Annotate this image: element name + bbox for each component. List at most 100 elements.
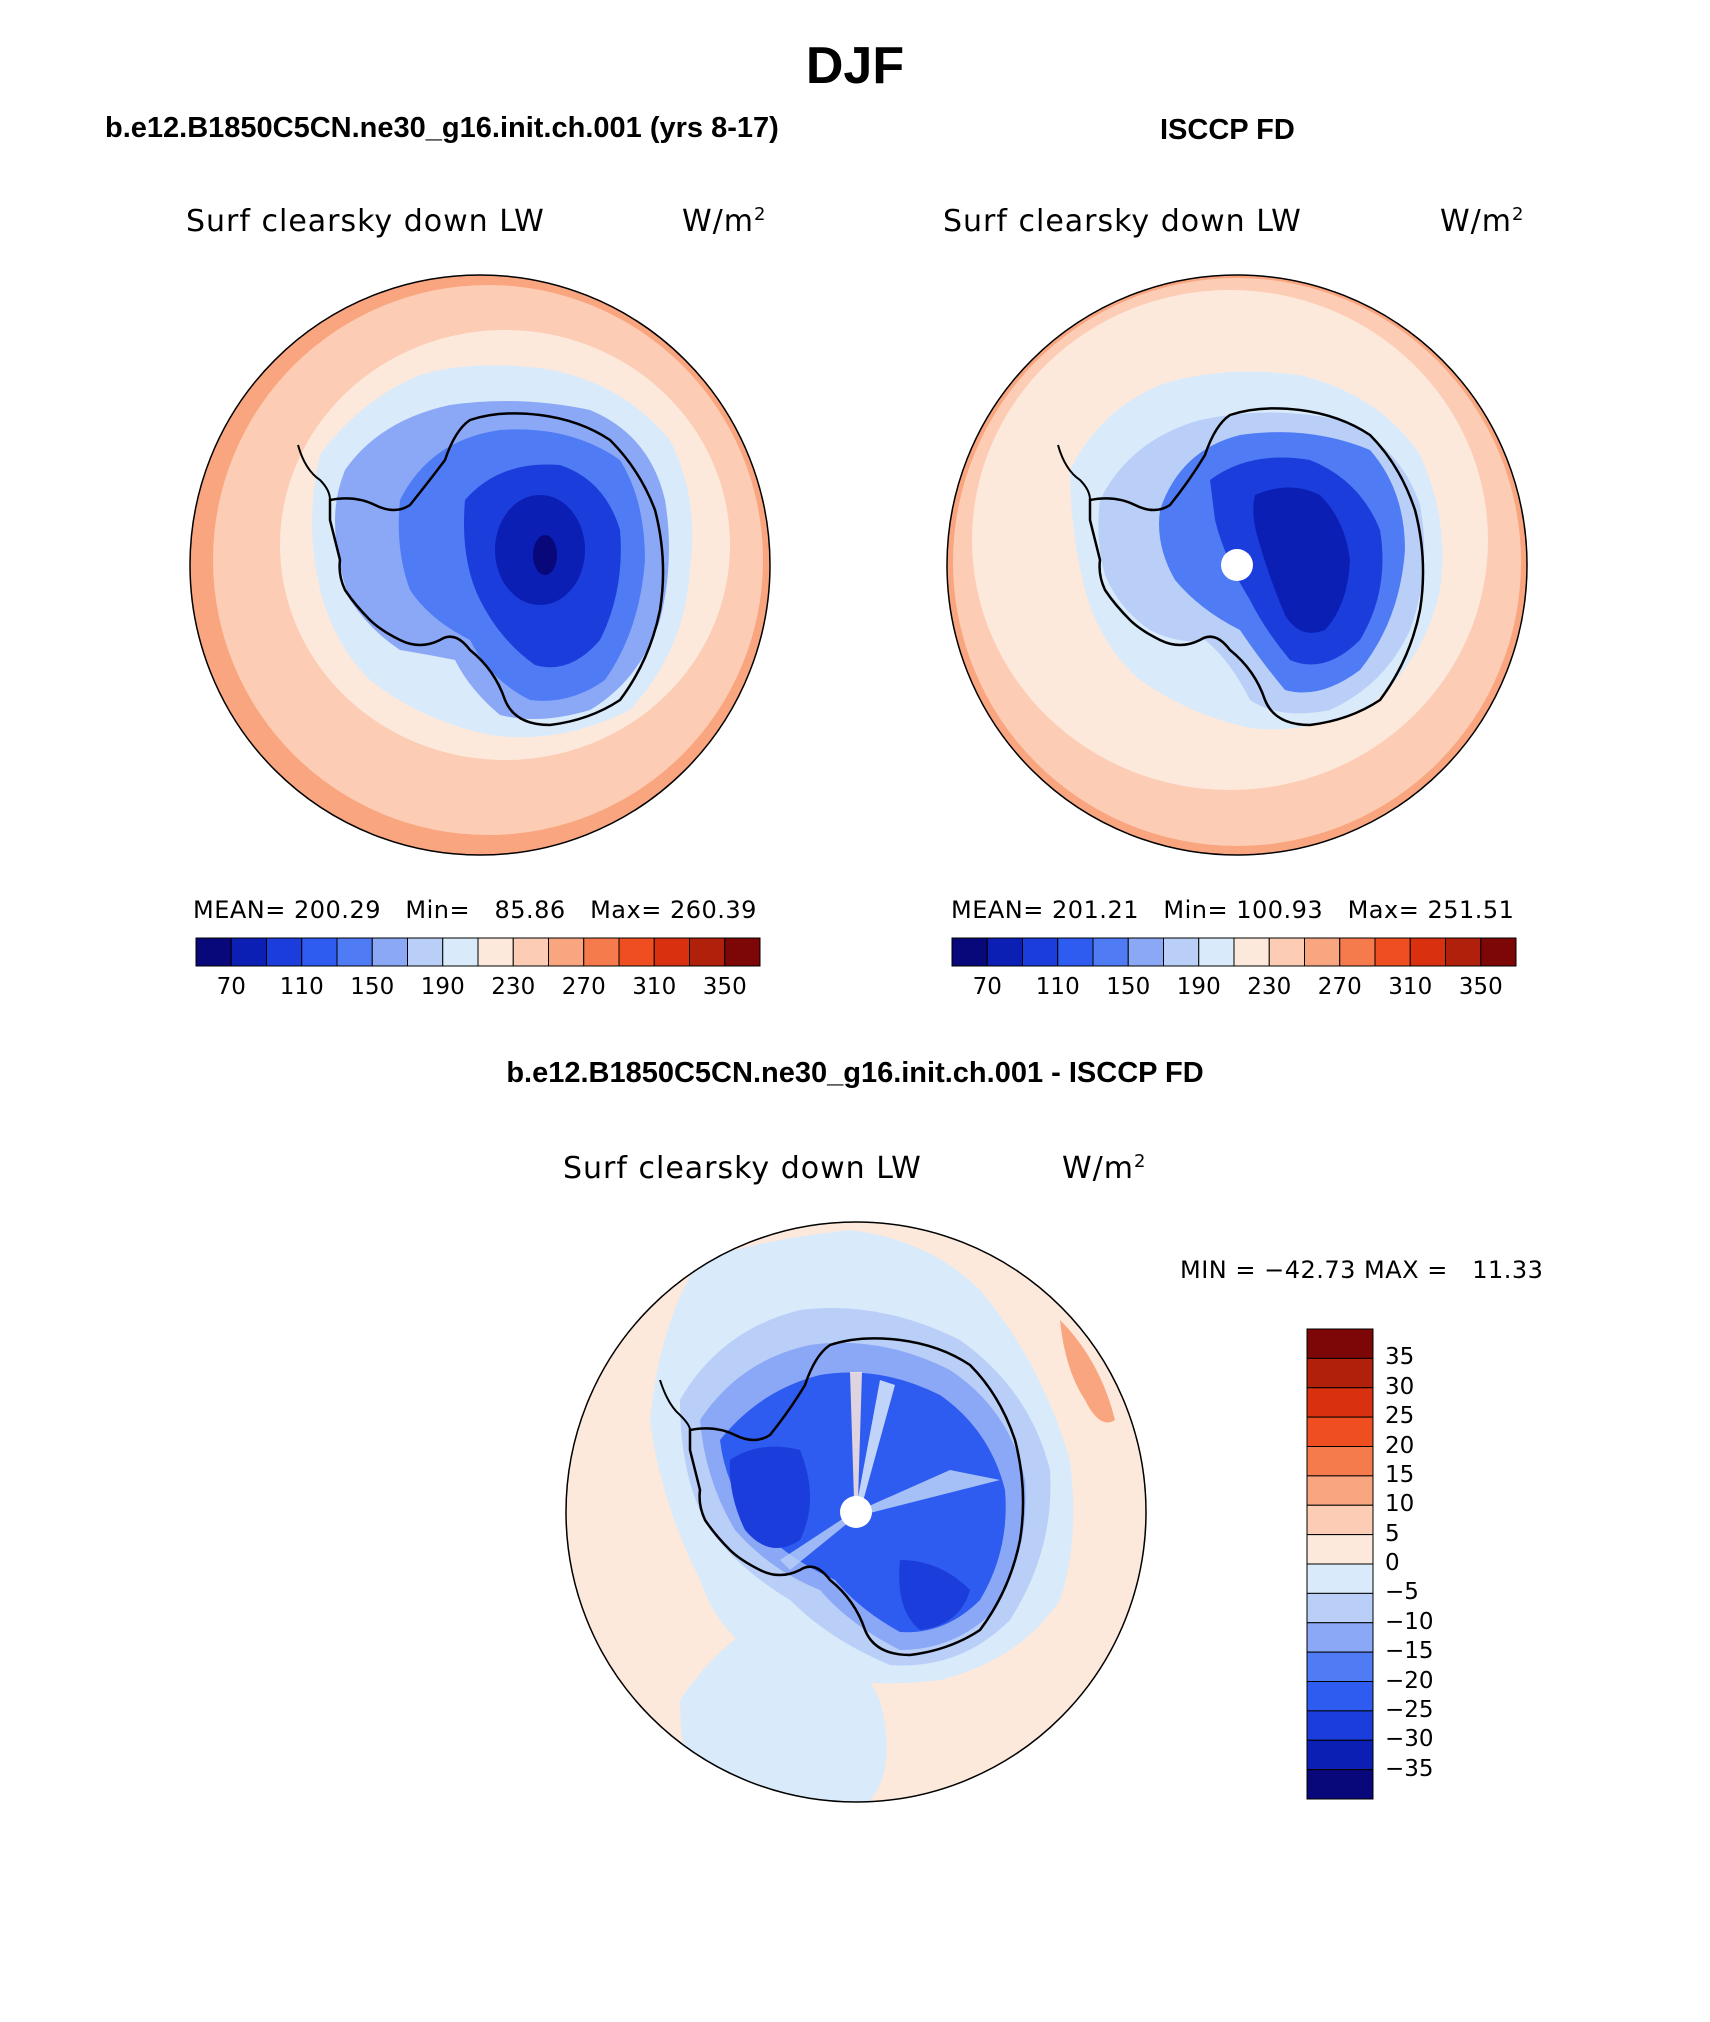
- obs-colorbar-tick-label: 350: [1458, 974, 1503, 1000]
- obs-units-label: W/m2: [1440, 204, 1525, 239]
- diff-panel-title: b.e12.B1850C5CN.ne30_g16.init.ch.001 - I…: [506, 1057, 1204, 1089]
- obs-colorbar-tick-label: 110: [1035, 974, 1080, 1000]
- model-map-border: [189, 274, 771, 856]
- obs-colorbar-swatch: [951, 937, 988, 967]
- diff-map: [565, 1221, 1147, 1803]
- diff-colorbar-swatch: [1306, 1328, 1374, 1359]
- obs-colorbar-swatch: [1374, 937, 1411, 967]
- diff-colorbar-tick-label: 15: [1385, 1461, 1415, 1488]
- diff-colorbar-tick-label: 0: [1385, 1550, 1400, 1576]
- model-colorbar-tick-label: 150: [350, 974, 395, 1000]
- obs-colorbar-swatch: [1057, 937, 1094, 967]
- model-colorbar-swatch: [371, 937, 408, 967]
- diff-colorbar-tick-label: 30: [1385, 1373, 1415, 1400]
- model-colorbar-swatch: [336, 937, 373, 967]
- diff-colorbar-tick-label: −20: [1385, 1667, 1434, 1694]
- diff-stats: MIN = −42.73 MAX = 11.33: [1180, 1256, 1544, 1284]
- model-dome-core: [533, 535, 557, 575]
- obs-colorbar-swatch: [986, 937, 1023, 967]
- diff-colorbar-tick-label: −25: [1385, 1696, 1434, 1723]
- obs-plateau-core: [1253, 487, 1350, 633]
- model-variable-label: Surf clearsky down LW: [186, 204, 545, 239]
- diff-colorbar-swatch: [1306, 1651, 1374, 1682]
- obs-colorbar-swatch: [1198, 937, 1235, 967]
- diff-colorbar-swatch: [1306, 1769, 1374, 1800]
- diff-colorbar-tick-label: 35: [1385, 1344, 1415, 1371]
- model-colorbar-tick-label: 190: [420, 974, 465, 1000]
- model-colorbar-tick-label: 270: [561, 974, 606, 1000]
- diff-colorbar-tick-label: −10: [1385, 1608, 1434, 1635]
- obs-map: [946, 274, 1528, 856]
- diff-streak-3: [860, 1470, 1000, 1515]
- diff-interior-cold-2: [899, 1560, 970, 1630]
- diff-colorbar-swatch: [1306, 1475, 1374, 1506]
- obs-colorbar-swatch: [1304, 937, 1341, 967]
- model-colorbar: [195, 937, 761, 967]
- diff-colorbar-swatch: [1306, 1739, 1374, 1771]
- diff-colorbar-swatch: [1306, 1592, 1374, 1624]
- model-map: [189, 274, 771, 856]
- diff-pole-hole: [840, 1496, 872, 1528]
- model-colorbar-tick-label: 70: [216, 974, 246, 1000]
- model-colorbar-swatch: [266, 937, 303, 967]
- diff-colorbar-swatch: [1306, 1504, 1374, 1536]
- diff-map-border: [565, 1221, 1147, 1803]
- obs-colorbar-swatch: [1409, 937, 1446, 967]
- diff-peninsula: [659, 1379, 691, 1431]
- diff-colorbar: [1306, 1328, 1374, 1800]
- figure-title: DJF: [805, 37, 905, 95]
- model-coastline: [328, 412, 665, 727]
- obs-colorbar-swatch: [1268, 937, 1305, 967]
- diff-interior-cold: [729, 1446, 810, 1548]
- obs-colorbar-swatch: [1445, 937, 1482, 967]
- diff-colorbar-tick-label: 5: [1385, 1520, 1400, 1547]
- model-stats: MEAN= 200.29 Min= 85.86 Max= 260.39: [193, 896, 757, 924]
- obs-colorbar-tick-label: 190: [1176, 974, 1221, 1000]
- obs-colorbar-tick-label: 150: [1106, 974, 1151, 1000]
- model-colorbar-tick-label: 230: [491, 974, 536, 1000]
- diff-coastline: [688, 1337, 1025, 1657]
- model-colorbar-swatch: [653, 937, 690, 967]
- model-colorbar-swatch: [689, 937, 726, 967]
- obs-colorbar-tick-label: 270: [1317, 974, 1362, 1000]
- obs-panel-title: ISCCP FD: [1160, 114, 1295, 146]
- obs-colorbar-swatch: [1233, 937, 1270, 967]
- diff-variable-label: Surf clearsky down LW: [563, 1151, 922, 1186]
- diff-colorbar-tick-label: 25: [1385, 1403, 1415, 1430]
- obs-colorbar-tick-label: 230: [1247, 974, 1292, 1000]
- model-colorbar-tick-label: 310: [632, 974, 677, 1000]
- diff-colorbar-swatch: [1306, 1357, 1374, 1389]
- diff-units-label: W/m2: [1062, 1151, 1147, 1186]
- obs-colorbar-swatch: [1480, 937, 1517, 967]
- diff-colorbar-swatch: [1306, 1710, 1374, 1741]
- model-colorbar-swatch: [230, 937, 267, 967]
- diff-colorbar-swatch: [1306, 1446, 1374, 1477]
- diff-colorbar-swatch: [1306, 1681, 1374, 1712]
- diff-colorbar-tick-label: 20: [1385, 1432, 1415, 1459]
- obs-colorbar-tick-label: 310: [1388, 974, 1433, 1000]
- model-colorbar-tick-label: 110: [279, 974, 324, 1000]
- diff-colorbar-swatch: [1306, 1416, 1374, 1447]
- obs-colorbar: [951, 937, 1517, 967]
- model-peninsula: [297, 444, 331, 501]
- diff-colorbar-tick-label: −15: [1385, 1638, 1434, 1665]
- obs-peninsula: [1057, 444, 1091, 501]
- model-colorbar-swatch: [512, 937, 549, 967]
- diff-colorbar-swatch: [1306, 1622, 1374, 1653]
- model-colorbar-swatch: [618, 937, 655, 967]
- model-panel-title: b.e12.B1850C5CN.ne30_g16.init.ch.001 (yr…: [105, 112, 779, 144]
- obs-pole-hole: [1221, 549, 1253, 581]
- obs-map-border: [946, 274, 1528, 856]
- model-colorbar-swatch: [442, 937, 479, 967]
- obs-colorbar-swatch: [1127, 937, 1164, 967]
- model-colorbar-tick-label: 350: [702, 974, 747, 1000]
- model-colorbar-swatch: [583, 937, 620, 967]
- model-units-label: W/m2: [682, 204, 767, 239]
- diff-colorbar-tick-label: 10: [1385, 1491, 1415, 1518]
- obs-colorbar-swatch: [1339, 937, 1376, 967]
- obs-coastline: [1088, 407, 1425, 727]
- obs-colorbar-swatch: [1022, 937, 1059, 967]
- model-colorbar-swatch: [548, 937, 585, 967]
- diff-colorbar-swatch: [1306, 1387, 1374, 1418]
- diff-ocean-warm-right-core: [1060, 1320, 1115, 1423]
